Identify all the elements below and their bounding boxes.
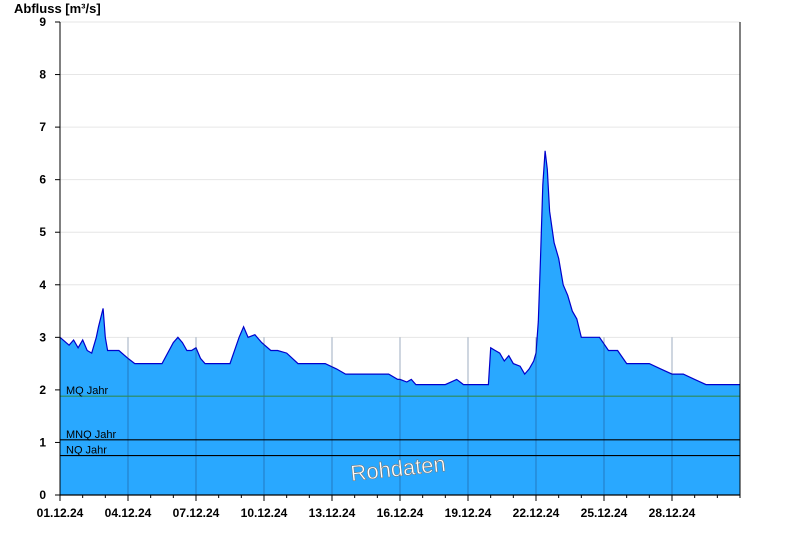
y-tick-label: 7	[39, 120, 46, 134]
x-tick-labels: 01.12.24 04.12.24 07.12.24 10.12.24 13.12.24…	[37, 506, 696, 520]
x-tick-label: 19.12.24	[445, 506, 492, 520]
y-tick-label: 0	[39, 488, 46, 502]
y-tick-label: 2	[39, 383, 46, 397]
x-tick-label: 22.12.24	[513, 506, 560, 520]
x-tick-label: 01.12.24	[37, 506, 84, 520]
reference-line-label: NQ Jahr	[66, 445, 107, 457]
y-tick-label: 9	[39, 15, 46, 29]
y-tick-label: 6	[39, 173, 46, 187]
x-tick-label: 04.12.24	[105, 506, 152, 520]
x-tick-label: 28.12.24	[649, 506, 696, 520]
day-grid-lines	[127, 337, 673, 495]
reference-lines: MQ Jahr MNQ Jahr NQ Jahr	[60, 385, 740, 457]
y-tick-labels: 0 1 2 3 4 5 6 7 8 9	[39, 15, 46, 502]
x-tick-label: 25.12.24	[581, 506, 628, 520]
x-tick-label: 10.12.24	[241, 506, 288, 520]
x-tick-label: 07.12.24	[173, 506, 220, 520]
y-tick-label: 5	[39, 225, 46, 239]
y-tick-label: 8	[39, 68, 46, 82]
y-tick-label: 1	[39, 435, 46, 449]
y-axis-label: Abfluss [m³/s]	[14, 1, 101, 16]
x-tick-label: 13.12.24	[309, 506, 356, 520]
reference-line-label: MQ Jahr	[66, 385, 109, 397]
reference-line-label: MNQ Jahr	[66, 429, 116, 441]
discharge-fill	[60, 150, 740, 496]
y-tick-label: 3	[39, 330, 46, 344]
x-tick-label: 16.12.24	[377, 506, 424, 520]
axes	[55, 21, 741, 501]
y-tick-label: 4	[39, 278, 46, 292]
